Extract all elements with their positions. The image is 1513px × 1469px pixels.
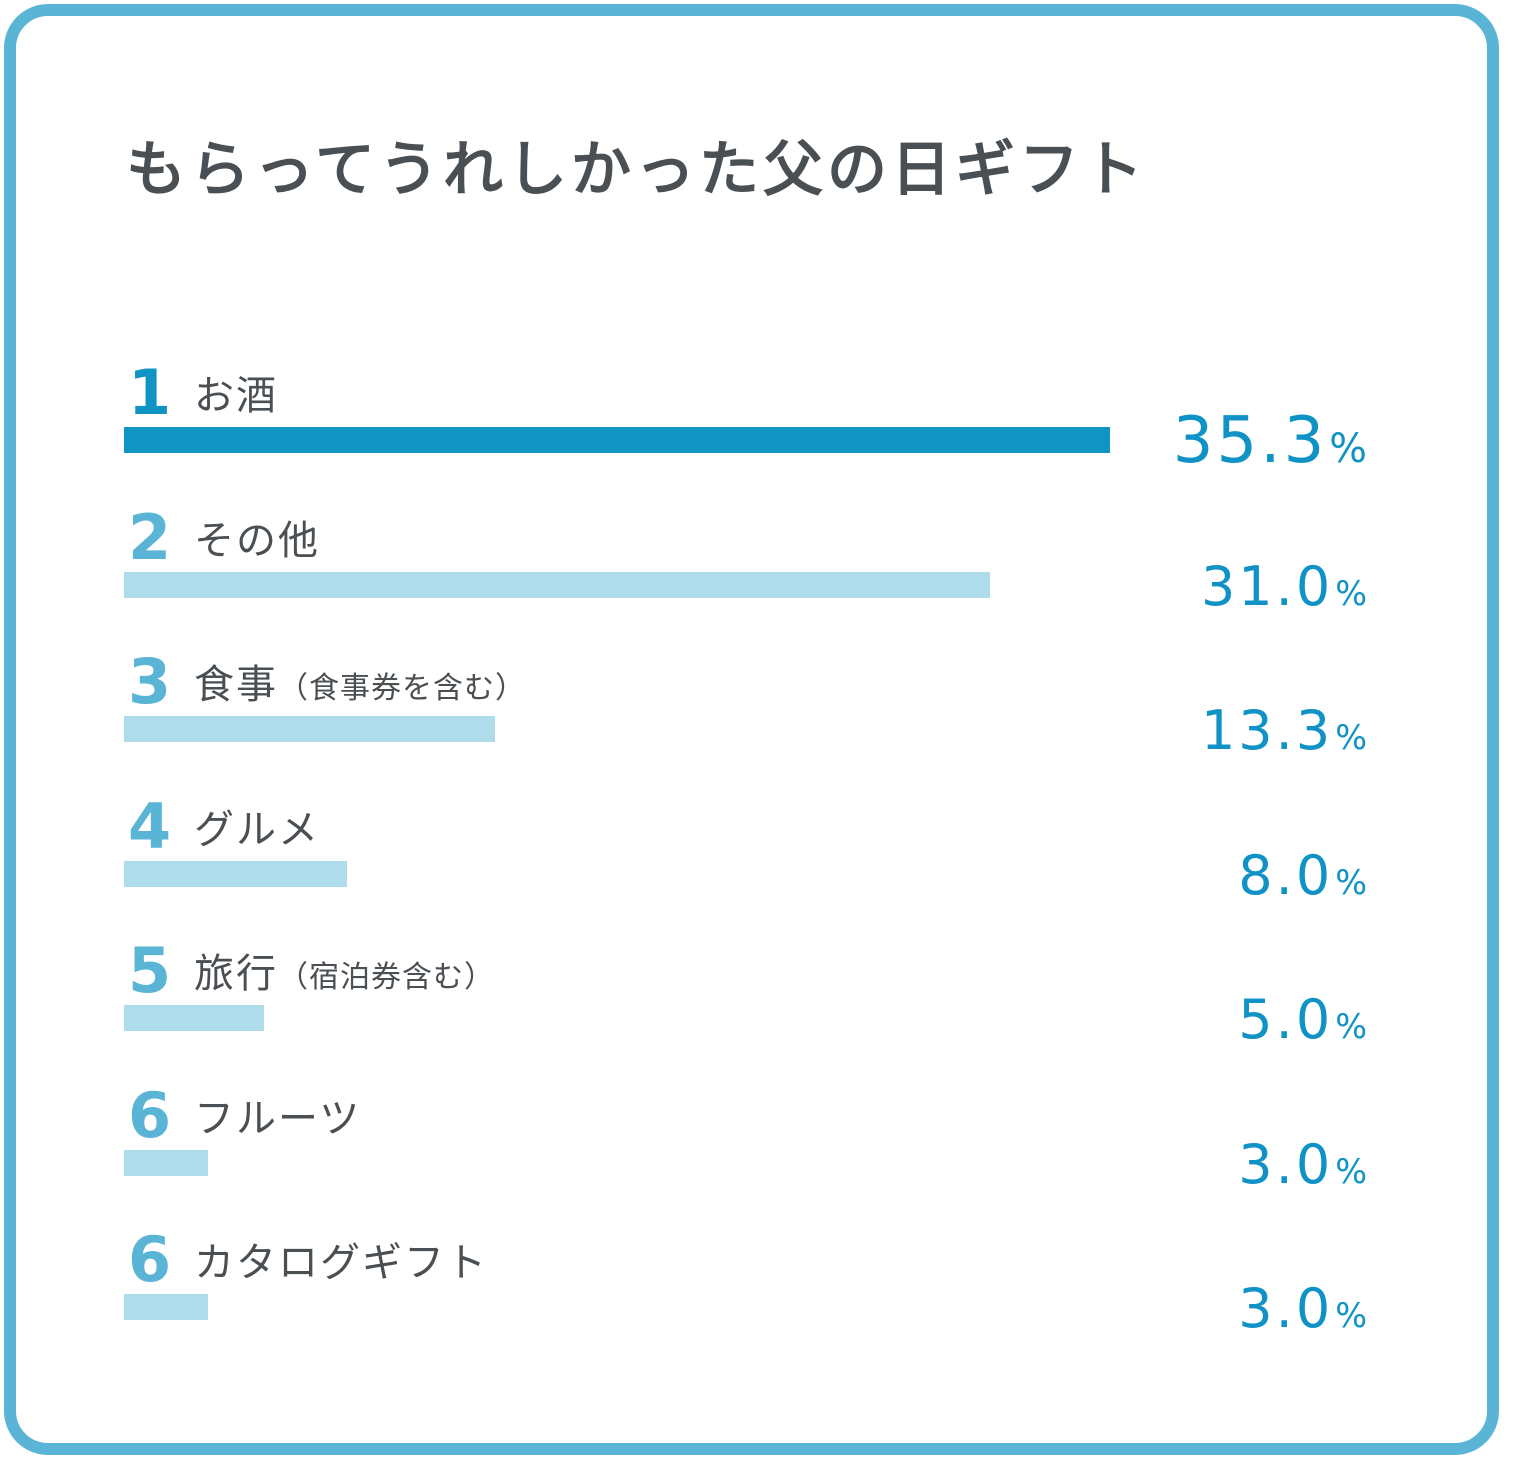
percent-value: 13.3 xyxy=(1200,699,1334,762)
percent-sign: % xyxy=(1335,718,1367,757)
category-label: 食事（食事券を含む） xyxy=(194,665,526,705)
category-label-main: フルーツ xyxy=(194,1095,362,1142)
percent-label: 3.0% xyxy=(1238,1137,1367,1192)
chart-row: 3 食事（食事券を含む） 13.3% xyxy=(0,651,1513,771)
rank-number: 2 xyxy=(128,500,172,574)
chart-row: 6 カタログギフト 3.0% xyxy=(0,1229,1513,1349)
category-label: グルメ xyxy=(194,810,320,850)
category-label-main: その他 xyxy=(194,517,320,564)
chart-row: 6 フルーツ 3.0% xyxy=(0,1078,1513,1205)
percent-value: 3.0 xyxy=(1238,1132,1334,1196)
value-bar xyxy=(124,1005,264,1031)
category-label: お酒 xyxy=(194,376,278,416)
percent-value: 35.3 xyxy=(1172,404,1328,478)
rank-number: 6 xyxy=(128,1223,172,1296)
percent-label: 5.0% xyxy=(1238,993,1367,1047)
percent-sign: % xyxy=(1335,1296,1367,1335)
value-bar xyxy=(124,716,495,742)
percent-sign: % xyxy=(1335,1007,1367,1046)
percent-label: 3.0% xyxy=(1238,1282,1367,1336)
chart-title: もらってうれしかった父の日ギフト xyxy=(126,135,1147,205)
percent-value: 8.0 xyxy=(1238,843,1334,907)
category-label: その他 xyxy=(194,521,320,561)
rank-number: 1 xyxy=(128,356,172,429)
category-label: カタログギフト xyxy=(194,1243,488,1283)
rank-number: 4 xyxy=(128,789,172,863)
category-sublabel: （宿泊券含む） xyxy=(278,960,495,995)
percent-value: 5.0 xyxy=(1238,988,1334,1051)
percent-label: 35.3% xyxy=(1173,409,1367,473)
category-label-main: 旅行 xyxy=(194,951,278,997)
rank-number: 6 xyxy=(128,1078,172,1152)
value-bar xyxy=(124,427,1110,453)
category-label-main: グルメ xyxy=(194,806,320,853)
category-label-main: 食事 xyxy=(194,662,278,708)
category-label: フルーツ xyxy=(194,1099,361,1139)
value-bar xyxy=(124,1149,208,1176)
category-sublabel: （食事券を含む） xyxy=(278,671,526,706)
rank-number: 5 xyxy=(128,934,172,1007)
percent-value: 3.0 xyxy=(1238,1277,1334,1340)
percent-sign: % xyxy=(1335,573,1367,613)
category-label-main: カタログギフト xyxy=(194,1240,488,1286)
category-label-main: お酒 xyxy=(194,373,278,419)
chart-row: 2 その他 31.0% xyxy=(0,500,1513,627)
percent-label: 13.3% xyxy=(1201,704,1367,758)
percent-value: 31.0 xyxy=(1200,554,1334,618)
chart-row: 5 旅行（宿泊券含む） 5.0% xyxy=(0,940,1513,1060)
value-bar xyxy=(124,860,347,887)
percent-sign: % xyxy=(1335,1151,1367,1191)
value-bar xyxy=(124,571,990,598)
chart-row: 4 グルメ 8.0% xyxy=(0,789,1513,916)
chart-row: 1 お酒 35.3% xyxy=(0,362,1513,482)
percent-sign: % xyxy=(1335,862,1367,902)
value-bar xyxy=(124,1294,208,1320)
percent-label: 31.0% xyxy=(1201,559,1367,614)
percent-label: 8.0% xyxy=(1238,848,1367,903)
category-label: 旅行（宿泊券含む） xyxy=(194,954,495,994)
percent-sign: % xyxy=(1329,426,1367,472)
rank-number: 3 xyxy=(128,645,172,718)
